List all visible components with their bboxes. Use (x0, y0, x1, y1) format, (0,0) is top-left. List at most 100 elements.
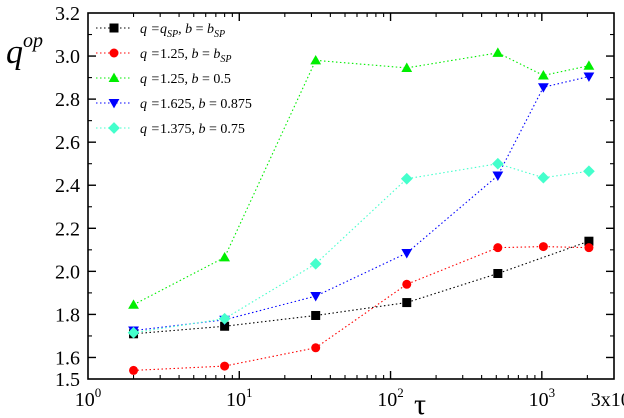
series-line (133, 163, 589, 334)
legend-label-part: b (213, 47, 220, 62)
ticks-layer: 1001011021033x1031.51.61.82.02.22.42.62.… (55, 3, 624, 411)
legend-label-part: 1.25, (160, 72, 192, 87)
legend-label-part: SP (167, 29, 178, 40)
legend-entry: q =qSP, b = bSP (96, 22, 225, 40)
data-point (493, 269, 503, 279)
data-point (584, 243, 594, 253)
x-tick-label-exponent: 3 (549, 385, 556, 400)
y-tick-label: 2.2 (55, 218, 80, 240)
legend-label-part: = 0.75 (205, 122, 244, 137)
data-point (583, 72, 595, 82)
legend-entry: q =1.625, b = 0.875 (96, 97, 252, 112)
data-point (402, 298, 412, 308)
data-point (309, 257, 322, 270)
x-tick-label-base: 10 (75, 389, 95, 411)
legend-label-part: b (185, 22, 192, 37)
legend-label-part: b (191, 72, 198, 87)
legend-label-part: b (191, 47, 198, 62)
legend-label-part: q =q (140, 22, 167, 37)
legend-label: q =1.375, b = 0.75 (140, 122, 245, 137)
legend-label-part: b (198, 97, 205, 112)
y-tick-label: 2.4 (55, 175, 80, 197)
data-point (128, 299, 139, 309)
legend-label-part: 1.25, (160, 47, 192, 62)
y-axis-label: qop (6, 30, 43, 71)
series-4 (127, 157, 595, 339)
data-point (491, 157, 504, 170)
legend-label: q =1.25, b = bSP (140, 47, 231, 65)
data-point (218, 312, 231, 325)
legend-label: q =1.25, b = 0.5 (140, 72, 231, 87)
plot-frame (87, 12, 615, 380)
legend-entry: q =1.375, b = 0.75 (96, 122, 245, 137)
data-point (220, 321, 230, 331)
data-point (219, 251, 231, 262)
x-tick-label: 103 (529, 385, 556, 411)
data-point (400, 172, 413, 185)
legend-label-part: q = (140, 122, 160, 137)
data-point (311, 310, 321, 320)
x-tick-label-base: 10 (226, 389, 246, 411)
data-point (583, 60, 595, 70)
legend-label-part: SP (220, 54, 231, 65)
series-1 (129, 242, 594, 375)
data-point (402, 279, 412, 289)
y-axis-label-main: q (6, 34, 23, 71)
data-point (537, 70, 549, 80)
y-tick-label: 1.6 (55, 347, 80, 369)
legend-label-part: q = (140, 72, 160, 87)
data-point (537, 83, 549, 93)
data-point (492, 47, 504, 57)
y-axis-label-sup: op (23, 30, 43, 52)
legend-label-part: q = (140, 47, 160, 62)
legend-label: q =qSP, b = bSP (140, 22, 225, 40)
data-point (127, 326, 140, 339)
data-point (492, 171, 504, 181)
legend-marker (109, 23, 119, 33)
legend-label-part: = 0.875 (205, 97, 251, 112)
x-tick-label: 101 (226, 385, 253, 411)
series-line (133, 75, 590, 332)
data-point (311, 343, 321, 353)
y-tick-label: 2.0 (55, 261, 80, 283)
x-tick-label-base: 10 (529, 389, 549, 411)
y-tick-label: 2.8 (55, 89, 80, 111)
legend-label-part: = (198, 47, 213, 62)
data-point (129, 365, 139, 375)
data-point (537, 171, 550, 184)
legend-label-part: SP (214, 29, 225, 40)
legend-label-part: 1.625, (160, 97, 199, 112)
data-point (493, 243, 503, 253)
y-tick-label: 1.5 (55, 369, 80, 391)
data-point (401, 62, 413, 72)
series-line (133, 52, 590, 306)
legend-label-part: , (178, 22, 185, 37)
legend-marker (108, 72, 120, 83)
y-tick-label: 3.2 (55, 3, 80, 25)
x-tick-label-exponent: 2 (397, 385, 404, 400)
y-tick-label: 1.8 (55, 304, 80, 326)
x-tick-label-exponent: 1 (246, 385, 253, 400)
data-point (310, 292, 322, 302)
legend-label-part: q = (140, 97, 160, 112)
x-tick-label-exponent: 0 (95, 385, 102, 400)
legend-label-part: b (198, 122, 205, 137)
y-tick-label: 3.0 (55, 46, 80, 68)
series-line (133, 240, 590, 335)
series-0 (129, 236, 594, 339)
series-2 (128, 47, 595, 309)
x-tick-label: 102 (377, 385, 404, 411)
x-tick-label: 100 (75, 385, 102, 411)
data-point (584, 236, 594, 246)
data-point (583, 165, 595, 178)
data-point (310, 54, 322, 65)
data-point (538, 242, 548, 252)
x-tick-label-base: 10 (377, 389, 397, 411)
legend-marker (108, 98, 120, 109)
data-point (220, 361, 230, 371)
x-tick-label: 3x103 (591, 385, 624, 411)
legend-marker (108, 122, 120, 134)
legend-entry: q =1.25, b = bSP (96, 47, 231, 65)
